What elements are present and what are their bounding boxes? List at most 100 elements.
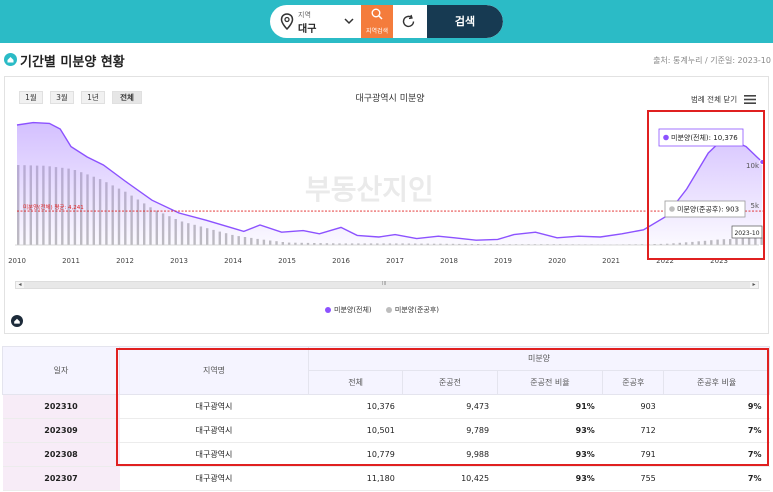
- location-pin-icon: [280, 13, 294, 30]
- cell-total: 10,779: [308, 442, 403, 467]
- legend-label-total: 미분양(전체): [334, 306, 372, 314]
- x-tick-label: 2011: [62, 257, 80, 265]
- scroll-thumb[interactable]: III: [24, 281, 750, 288]
- cell-region: 대구광역시: [119, 442, 309, 467]
- tooltip-total-text: 미분양(전체): 10,376: [671, 133, 738, 142]
- header-after: 준공후: [602, 370, 665, 395]
- cell-after: 712: [602, 418, 664, 443]
- cell-date: 202307: [2, 466, 120, 491]
- cell-after-ratio: 7%: [663, 418, 770, 443]
- tooltip-date-text: 2023-10: [734, 230, 759, 237]
- unsold-line-chart: 부동산지인 미분양(전체) 평균: 4,241 2010 2011 2012 2013…: [8, 121, 766, 265]
- cell-after-ratio: 9%: [663, 394, 770, 419]
- x-tick-label: 2014: [224, 257, 242, 265]
- x-tick-label: 2016: [332, 257, 350, 265]
- x-tick-label: 2013: [170, 257, 188, 265]
- refresh-icon[interactable]: [401, 14, 416, 29]
- cell-region: 대구광역시: [119, 418, 309, 443]
- data-source-text: 출처: 통계누리 / 기준일: 2023-10: [653, 56, 771, 65]
- range-button-1m[interactable]: 1월: [19, 91, 43, 104]
- header-before: 준공전: [402, 370, 498, 395]
- total-area-fill: [17, 122, 763, 245]
- cell-after: 755: [602, 466, 664, 491]
- cell-after: 903: [602, 394, 664, 419]
- tooltip-after-text: 미분양(준공후): 903: [677, 205, 739, 214]
- tooltip-total-box: [658, 128, 744, 147]
- cell-before: 9,473: [402, 394, 498, 419]
- range-button-3m[interactable]: 3월: [50, 91, 74, 104]
- region-search-label: 지역검색: [365, 28, 389, 35]
- region-small-label: 지역: [298, 11, 311, 19]
- table-row: 202308 대구광역시 10,779 9,988 93% 791 7%: [2, 442, 770, 467]
- tooltip-after-box: [664, 200, 746, 218]
- legend-item-total[interactable]: 미분양(전체): [325, 305, 372, 315]
- cell-region: 대구광역시: [119, 394, 309, 419]
- x-tick-label: 2017: [386, 257, 404, 265]
- legend-label-after: 미분양(준공후): [394, 306, 440, 314]
- unsold-data-table: 일자 지역명 미분양 전체 준공전 준공전 비율 준공후 준공후 비율 2023…: [2, 346, 770, 491]
- x-tick-label: 2019: [494, 257, 512, 265]
- range-button-all[interactable]: 전체: [112, 91, 142, 104]
- cell-total: 10,501: [308, 418, 403, 443]
- header-before-ratio: 준공전 비율: [496, 370, 604, 395]
- cell-after-ratio: 7%: [663, 466, 770, 491]
- magnifier-icon: [371, 8, 383, 20]
- cell-before-ratio: 93%: [497, 442, 603, 467]
- header-total: 전체: [307, 370, 404, 395]
- chart-scrollbar[interactable]: ◂ III ▸: [15, 281, 759, 289]
- cell-after-ratio: 7%: [663, 442, 770, 467]
- cell-region: 대구광역시: [119, 466, 309, 491]
- range-button-1y[interactable]: 1년: [81, 91, 105, 104]
- header-after-ratio: 준공후 비율: [663, 370, 770, 395]
- cell-date: 202308: [2, 442, 120, 467]
- x-tick-label: 2021: [602, 257, 620, 265]
- cell-after: 791: [602, 442, 664, 467]
- tooltip-after-dot: [669, 206, 675, 212]
- brand-logo-icon: [11, 315, 23, 327]
- region-select-value[interactable]: 대구: [298, 24, 317, 35]
- scroll-thumb-grip: III: [382, 281, 387, 287]
- average-line-label: 미분양(전체) 평균: 4,241: [23, 203, 84, 211]
- table-row: 202310 대구광역시 10,376 9,473 91% 903 9%: [2, 394, 770, 419]
- chart-title: 대구광역시 미분양: [355, 94, 425, 104]
- header-unsold-group: 미분양: [308, 346, 770, 371]
- end-point-marker: [759, 159, 766, 165]
- cell-before: 9,789: [402, 418, 498, 443]
- cell-before-ratio: 93%: [497, 466, 603, 491]
- cell-total: 10,376: [308, 394, 403, 419]
- table-row: 202307 대구광역시 11,180 10,425 93% 755 7%: [2, 466, 770, 491]
- cell-before-ratio: 91%: [497, 394, 603, 419]
- x-tick-label: 2018: [440, 257, 458, 265]
- region-search-box: 지역 대구 지역검색 검색: [270, 5, 503, 38]
- legend-toggle-button[interactable]: 범례 전체 닫기: [691, 95, 738, 104]
- region-search-button[interactable]: 지역검색: [361, 5, 393, 38]
- cell-date: 202310: [2, 394, 120, 419]
- legend-item-after[interactable]: 미분양(준공후): [385, 305, 440, 315]
- cell-before: 10,425: [402, 466, 498, 491]
- tooltip-total-dot: [663, 134, 669, 141]
- x-tick-label: 2015: [278, 257, 296, 265]
- watermark-text: 부동산지인: [305, 173, 434, 206]
- chart-card: 1월 3월 1년 전체 대구광역시 미분양 범례 전체 닫기 부동산지인 미분양…: [4, 76, 769, 334]
- y-tick-label: 5k: [750, 202, 759, 210]
- home-icon: [4, 53, 17, 66]
- chevron-down-icon[interactable]: [344, 17, 354, 25]
- page-title: 기간별 미분양 현황: [20, 55, 125, 70]
- header-region: 지역명: [119, 346, 309, 395]
- tooltip-date-box: [731, 225, 763, 239]
- x-tick-label: 2022: [656, 257, 674, 265]
- header-date: 일자: [2, 346, 120, 395]
- cell-total: 11,180: [308, 466, 403, 491]
- chart-legend: 미분양(전체) 미분양(준공후): [325, 305, 451, 315]
- cell-date: 202309: [2, 418, 120, 443]
- legend-dot-after: [385, 307, 392, 313]
- legend-dot-total: [325, 307, 331, 313]
- x-tick-label: 2020: [548, 257, 566, 265]
- hamburger-menu-icon[interactable]: [744, 95, 756, 104]
- scroll-left-arrow[interactable]: ◂: [18, 281, 22, 288]
- cell-before-ratio: 93%: [497, 418, 603, 443]
- table-row: 202309 대구광역시 10,501 9,789 93% 712 7%: [2, 418, 770, 443]
- x-tick-label: 2023: [710, 257, 728, 265]
- search-button[interactable]: 검색: [427, 5, 503, 38]
- scroll-right-arrow[interactable]: ▸: [752, 281, 756, 288]
